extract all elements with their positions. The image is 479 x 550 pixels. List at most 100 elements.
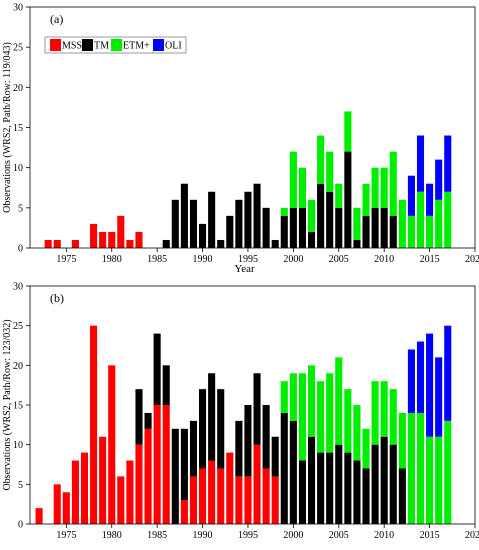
bar-tm-1999 [280,215,288,248]
bar-mss-1976 [71,460,79,524]
bar-tm-2005 [335,207,343,248]
x-tick-label: 1990 [193,530,213,541]
bar-etmplus-2015 [426,436,434,524]
bar-etmplus-2014 [416,191,425,248]
bar-etmplus-2017 [444,191,452,248]
bar-mss-1978 [90,223,98,248]
bar-mss-1980 [108,365,116,524]
y-tick-label: 15 [13,123,23,134]
bar-mss-1977 [80,452,89,524]
bar-etmplus-2012 [398,412,406,469]
bar-tm-1989 [189,420,198,477]
bar-etmplus-2002 [307,199,316,232]
y-tick-label: 5 [18,480,23,491]
bar-tm-1993 [226,215,234,248]
bar-etmplus-2008 [362,183,370,216]
bar-tm-1994 [235,199,243,248]
bar-mss-1982 [126,239,134,248]
y-tick-label: 25 [13,43,23,54]
bar-etmplus-2004 [326,151,334,192]
bar-etmplus-2010 [380,381,388,437]
y-tick-label: 5 [18,203,23,214]
y-tick-label: 10 [13,440,23,451]
bar-mss-1986 [162,405,170,524]
x-tick-label: 1990 [193,254,213,265]
y-tick-label: 30 [13,282,23,293]
bar-mss-1994 [235,476,243,524]
x-tick-label: 2015 [420,254,440,265]
bar-etmplus-2009 [371,167,379,208]
bar-tm-2002 [307,436,316,524]
bar-etmplus-2007 [353,207,361,240]
x-tick-label: 2005 [329,530,349,541]
bar-tm-2001 [298,207,306,248]
bar-etmplus-1999 [280,207,288,216]
bar-mss-1993 [226,452,234,524]
bar-etmplus-2004 [326,373,334,453]
y-axis-label: Observations (WRS2, Path/Row: 123/032) [2,319,13,490]
panel-label: (b) [50,291,64,305]
bar-mss-1984 [144,428,152,524]
bar-tm-2009 [371,207,379,248]
bar-tm-1995 [244,191,252,248]
bar-tm-1990 [199,389,207,469]
bar-tm-2004 [326,191,334,248]
x-tick-label: 2005 [329,254,349,265]
x-tick-label: 1995 [238,530,258,541]
bar-mss-1992 [217,468,225,524]
bar-tm-2003 [317,183,325,248]
chart-panel-1: 1975 1980 1985 1990 1995 2000 2005 2010 2015 202 0… [2,3,479,276]
y-tick-label: 0 [18,244,23,255]
bar-mss-1974 [53,484,61,524]
x-tick-label: 2015 [420,530,440,541]
bar-tm-1989 [189,199,198,248]
bar-etmplus-2008 [362,428,370,469]
bar-mss-1974 [53,239,61,248]
bar-etmplus-2006 [344,389,352,453]
legend-swatch-oli [153,39,164,51]
bar-etmplus-2005 [335,183,343,208]
bar-tm-2003 [317,452,325,524]
bar-tm-2012 [398,468,406,524]
bar-etmplus-2006 [344,111,352,152]
bar-mss-1988 [180,500,188,524]
bar-tm-1996 [253,373,261,445]
bar-etmplus-2015 [426,215,434,248]
bar-tm-1994 [235,420,243,477]
bar-mss-1991 [208,460,216,524]
bar-mss-1981 [117,215,125,248]
bar-etmplus-2017 [444,420,452,524]
bar-mss-1972 [35,508,43,524]
bar-etmplus-2013 [407,215,415,248]
bar-etmplus-2010 [380,167,388,208]
bar-tm-1999 [280,412,288,524]
bar-tm-1997 [262,207,270,248]
x-tick-label: 1975 [56,254,76,265]
bar-tm-2005 [335,444,343,524]
legend-swatch-etmplus [111,39,122,51]
bar-etmplus-2001 [298,167,306,208]
legend-label-oli: OLI [165,41,182,52]
bar-etmplus-2000 [289,151,297,208]
bar-tm-1996 [253,183,261,248]
bar-etmplus-2011 [389,151,397,216]
bar-tm-1998 [271,239,279,248]
y-tick-label: 30 [13,3,23,14]
bar-etmplus-2000 [289,373,297,421]
bar-tm-1988 [180,428,188,501]
y-tick-label: 20 [13,83,23,94]
bar-tm-1986 [162,239,170,248]
x-tick-label: 2000 [283,530,303,541]
y-tick-label: 10 [13,163,23,174]
bar-etmplus-2012 [398,199,406,248]
bar-tm-1988 [180,183,188,248]
bar-etmplus-1999 [280,381,288,413]
x-tick-label: 1980 [102,254,122,265]
legend-label-etmplus: ETM+ [123,41,150,52]
bar-mss-1995 [244,476,252,524]
bar-etmplus-2003 [317,135,325,184]
bar-etmplus-2016 [435,199,443,248]
bar-oli-2014 [416,341,425,413]
